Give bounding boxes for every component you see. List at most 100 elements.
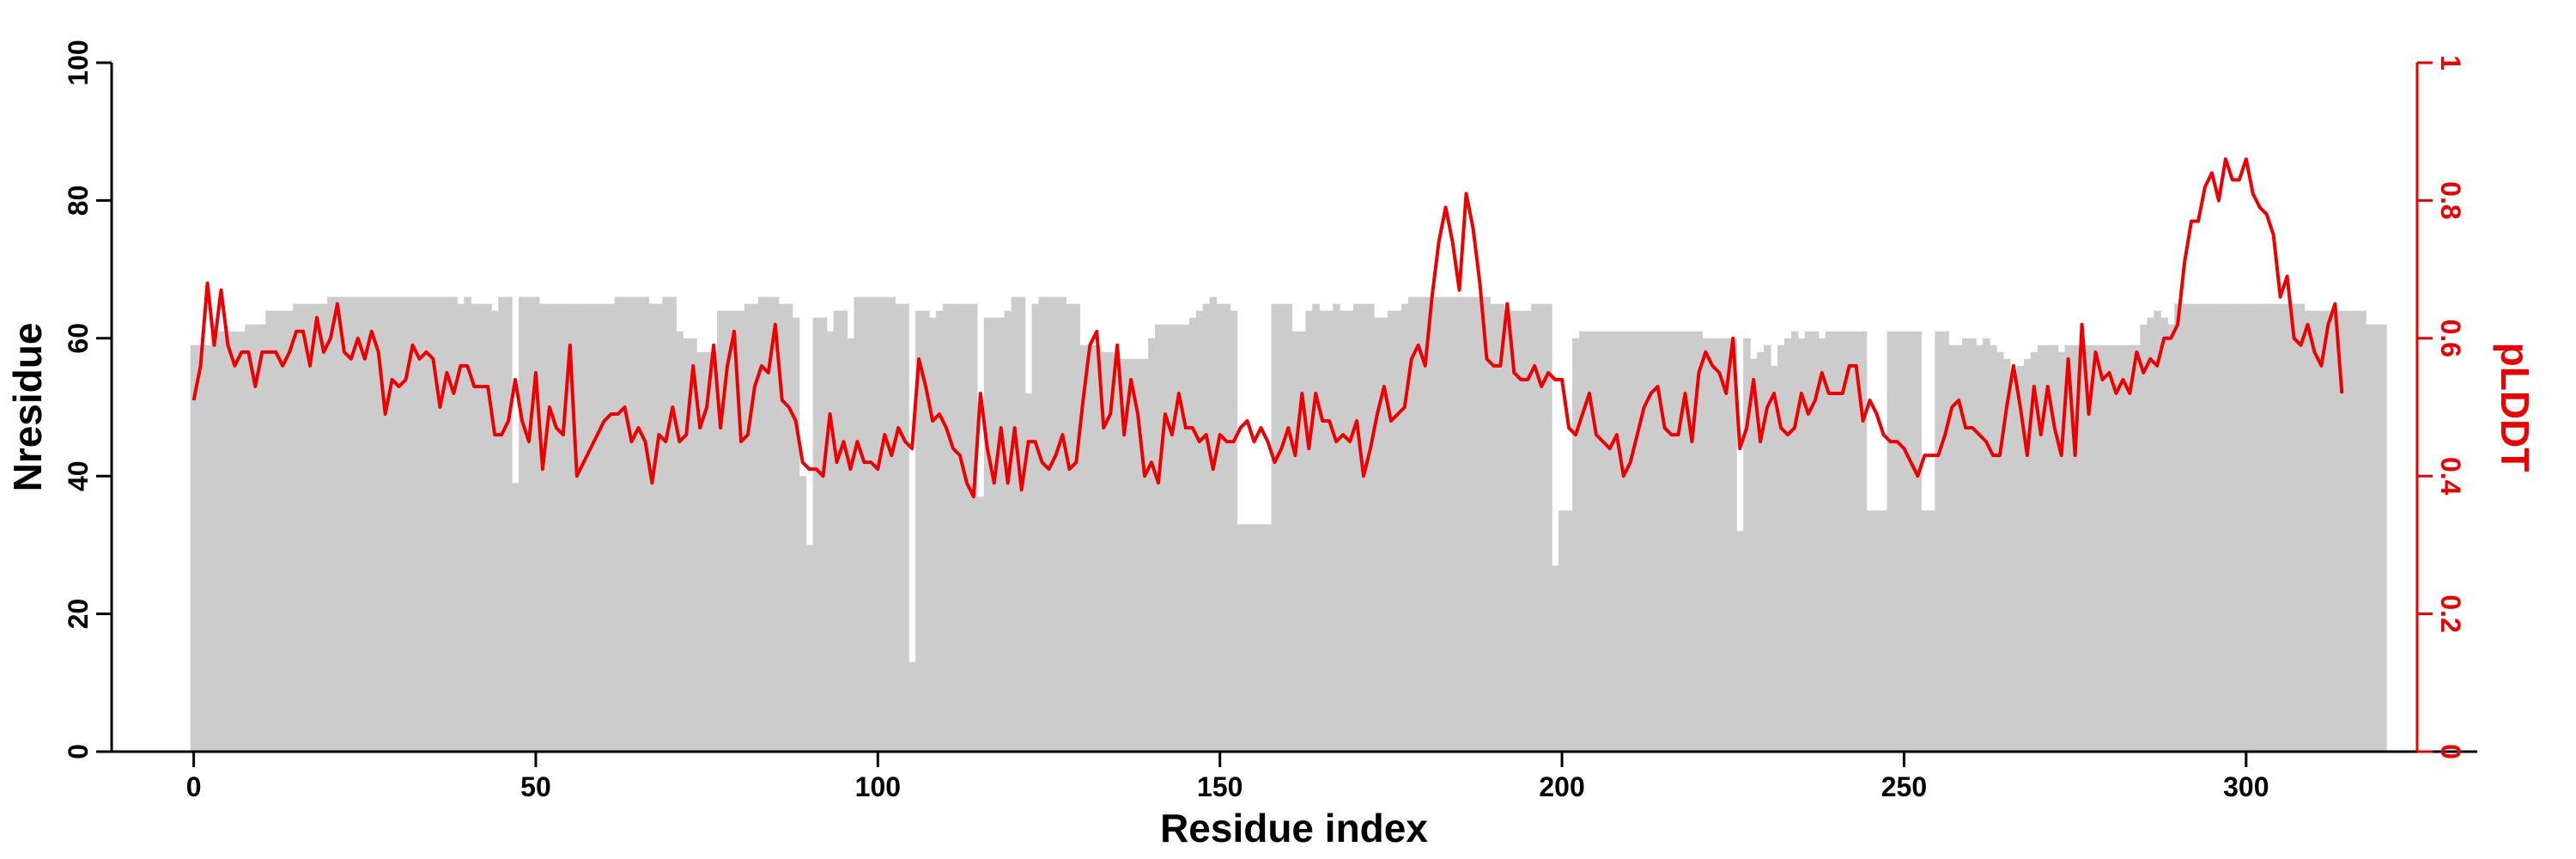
nresidue-bar bbox=[1709, 338, 1716, 752]
nresidue-bar bbox=[1100, 351, 1108, 752]
nresidue-bar bbox=[1585, 331, 1594, 752]
nresidue-bar bbox=[2372, 324, 2380, 752]
nresidue-bar bbox=[1230, 310, 1238, 752]
nresidue-bar bbox=[2099, 344, 2107, 752]
nresidue-bar bbox=[1407, 296, 1416, 752]
nresidue-bar bbox=[1845, 331, 1854, 752]
nresidue-bar bbox=[2283, 303, 2292, 752]
right-axis: 0 0.2 0.4 0.6 0.8 1 pLDDT bbox=[2415, 55, 2537, 759]
nresidue-bar bbox=[1716, 338, 1723, 752]
nresidue-bar bbox=[491, 310, 499, 752]
nresidue-bar bbox=[936, 310, 944, 752]
nresidue-bar bbox=[1969, 338, 1977, 752]
nresidue-bar bbox=[2174, 303, 2182, 752]
nresidue-bar bbox=[1236, 524, 1245, 752]
nresidue-bar bbox=[2092, 344, 2100, 752]
nresidue-bar bbox=[1223, 303, 1231, 752]
nresidue-bar bbox=[217, 331, 226, 752]
nresidue-bar bbox=[1688, 331, 1697, 752]
x-tick-label: 0 bbox=[186, 771, 202, 802]
nresidue-bar bbox=[1353, 303, 1361, 752]
nresidue-bar bbox=[2154, 310, 2161, 752]
nresidue-bar bbox=[1414, 296, 1423, 752]
nresidue-bar bbox=[1394, 310, 1402, 752]
nresidue-bar bbox=[744, 303, 752, 752]
nresidue-bar bbox=[429, 296, 438, 752]
nresidue-bar bbox=[2078, 344, 2087, 752]
nresidue-bar bbox=[683, 338, 690, 752]
nresidue-bar bbox=[245, 324, 252, 752]
nresidue-bar bbox=[2324, 310, 2333, 752]
nresidue-bar bbox=[374, 296, 383, 752]
nresidue-bar bbox=[231, 331, 239, 752]
nresidue-bar bbox=[2359, 310, 2366, 752]
nresidue-bar bbox=[1736, 531, 1744, 752]
nresidue-bar bbox=[2379, 324, 2387, 752]
plddt-series-line bbox=[191, 157, 2344, 499]
nresidue-bar bbox=[2345, 310, 2353, 752]
nresidue-bar bbox=[361, 296, 369, 752]
y-tick-label: 80 bbox=[63, 186, 94, 216]
nresidue-bar bbox=[2263, 303, 2271, 752]
nresidue-bar bbox=[1141, 358, 1149, 752]
nresidue-bar bbox=[1545, 303, 1552, 752]
nresidue-bar bbox=[902, 303, 909, 752]
nresidue-bar bbox=[2119, 344, 2127, 752]
nresidue-bar bbox=[1469, 296, 1478, 752]
nresidue-bar bbox=[526, 296, 533, 752]
nresidue-bar bbox=[2160, 317, 2168, 752]
nresidue-bar bbox=[381, 296, 390, 752]
nresidue-bar bbox=[1216, 303, 1224, 752]
nresidue-bar bbox=[1188, 317, 1197, 752]
nresidue-bar bbox=[477, 303, 485, 752]
nresidue-bar bbox=[2256, 303, 2264, 752]
nresidue-bar bbox=[600, 303, 609, 752]
nresidue-bar bbox=[881, 296, 889, 752]
nresidue-bar bbox=[1264, 524, 1273, 752]
nresidue-bar bbox=[450, 296, 458, 752]
nresidue-bar bbox=[1654, 331, 1662, 752]
nresidue-bar bbox=[621, 296, 629, 752]
nresidue-bar bbox=[1367, 303, 1375, 752]
nresidue-bar bbox=[1976, 344, 1984, 752]
nresidue-bar bbox=[1209, 296, 1218, 752]
nresidue-bar bbox=[1517, 310, 1525, 752]
nresidue-bar bbox=[1948, 344, 1956, 752]
nresidue-bar bbox=[2311, 310, 2319, 752]
nresidue-bar bbox=[1928, 510, 1935, 752]
nresidue-bar bbox=[1935, 331, 1942, 752]
nresidue-bar bbox=[1107, 351, 1115, 752]
nresidue-bar bbox=[2133, 344, 2141, 752]
nresidue-bar bbox=[607, 303, 616, 752]
nresidue-bar bbox=[1305, 310, 1313, 752]
nresidue-bar bbox=[395, 296, 404, 752]
nresidue-bar bbox=[512, 483, 519, 752]
nresidue-bar bbox=[1161, 324, 1170, 752]
nresidue-bar bbox=[2318, 310, 2326, 752]
nresidue-bar bbox=[956, 303, 964, 752]
x-tick-label: 300 bbox=[2223, 771, 2269, 802]
nresidue-bar bbox=[1333, 303, 1340, 752]
nresidue-bar bbox=[409, 296, 417, 752]
nresidue-bar bbox=[854, 296, 862, 752]
nresidue-bar bbox=[1455, 296, 1464, 752]
nresidue-bar bbox=[908, 661, 916, 752]
nresidue-bar bbox=[1428, 296, 1437, 752]
x-tick-label: 200 bbox=[1539, 771, 1584, 802]
nresidue-bar bbox=[976, 497, 985, 752]
nresidue-bar bbox=[2276, 303, 2285, 752]
nresidue-bar bbox=[1045, 296, 1054, 752]
nresidue-bar bbox=[1606, 331, 1614, 752]
nresidue-bar bbox=[2215, 303, 2223, 752]
nresidue-bar bbox=[2167, 324, 2175, 752]
nresidue-bar bbox=[785, 303, 793, 752]
nresidue-bar bbox=[422, 296, 431, 752]
nresidue-bar bbox=[1722, 338, 1730, 752]
nresidue-bar bbox=[1490, 303, 1498, 752]
nresidue-bar bbox=[1771, 365, 1778, 752]
nresidue-bar bbox=[593, 303, 602, 752]
nresidue-bar bbox=[1483, 296, 1492, 752]
nresidue-bar bbox=[764, 296, 773, 752]
nresidue-bar bbox=[1442, 296, 1450, 752]
